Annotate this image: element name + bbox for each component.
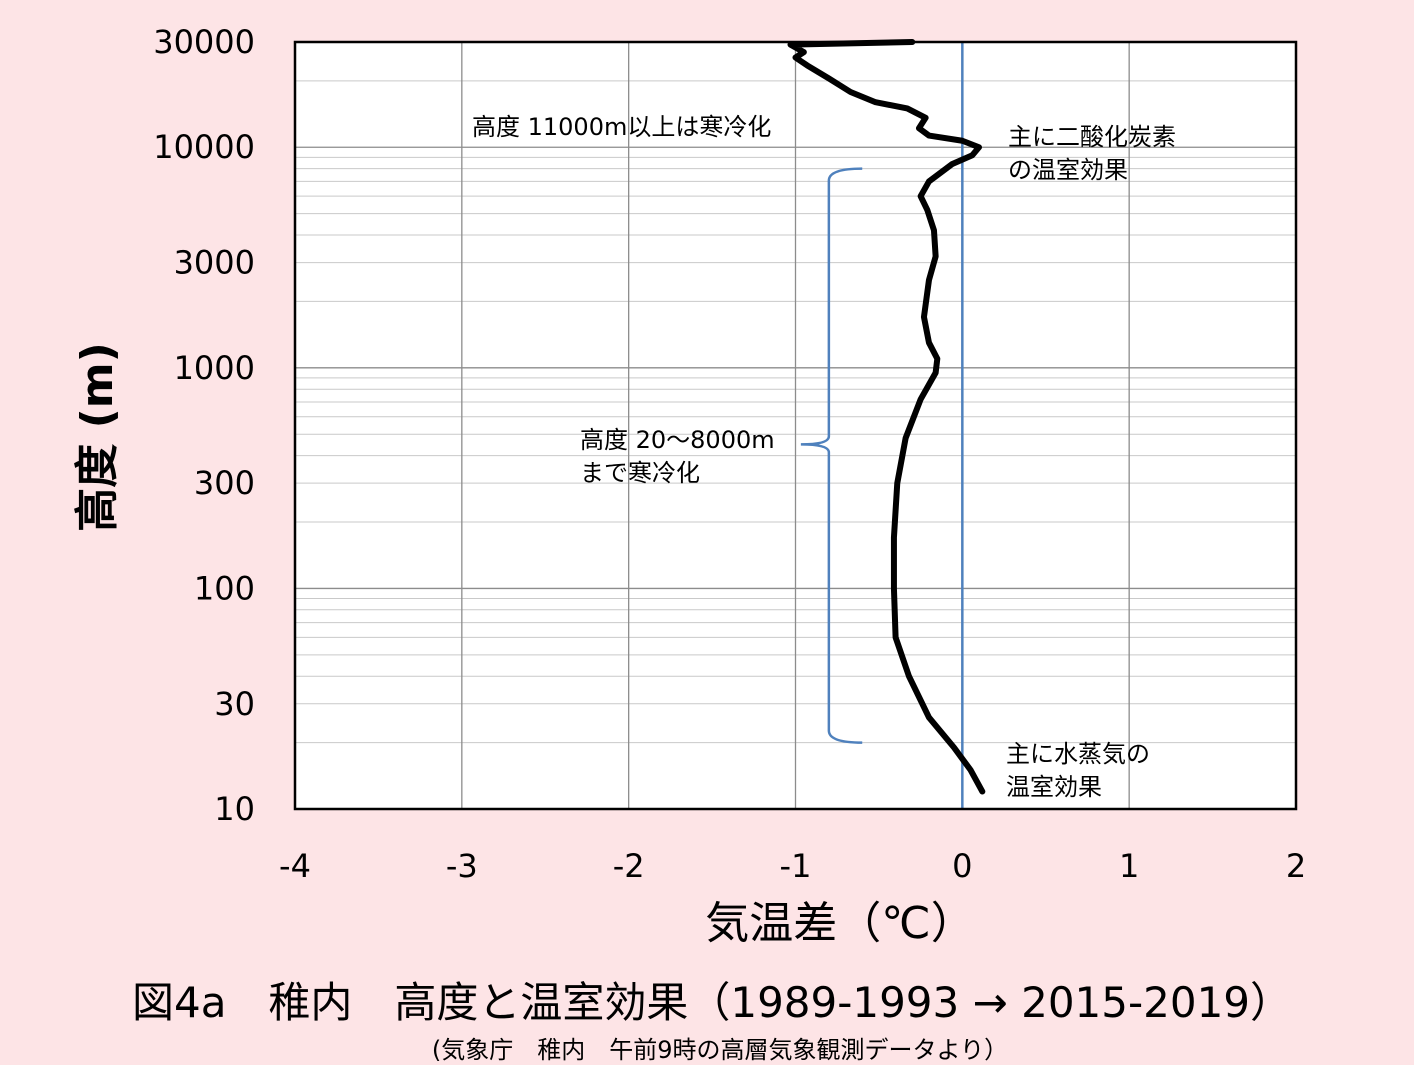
x-tick-label: -2	[613, 847, 645, 885]
annotation-co2-line2: の温室効果	[1008, 156, 1128, 184]
y-tick-label: 10000	[153, 128, 255, 166]
y-axis-label: 高度 (m)	[72, 342, 123, 531]
plot-frame	[293, 40, 1298, 811]
y-tick-label: 1000	[174, 349, 255, 387]
annotation-lower-cooling-line1: 高度 20〜8000m	[580, 426, 775, 454]
annotation-upper-cooling: 高度 11000m以上は寒冷化	[472, 113, 771, 141]
x-tick-label: -4	[279, 847, 311, 885]
annotation-vapor-line1: 主に水蒸気の	[1006, 740, 1150, 768]
chart-subtitle: (気象庁 稚内 午前9時の高層気象観測データより）	[432, 1036, 1008, 1064]
y-tick-label: 30	[214, 685, 255, 723]
x-tick-label: -1	[780, 847, 812, 885]
y-tick-label: 100	[194, 569, 255, 607]
annotation-co2-line1: 主に二酸化炭素	[1008, 123, 1176, 151]
x-axis-label: 気温差（℃）	[705, 898, 974, 949]
x-tick-label: 1	[1119, 847, 1139, 885]
annotation-vapor-line2: 温室効果	[1006, 773, 1102, 801]
bracket-layer	[800, 167, 863, 744]
y-tick-label: 3000	[174, 244, 255, 282]
series-line	[787, 39, 986, 795]
y-tick-labels: 30000 10000 3000 1000 300 100 30 10	[153, 23, 255, 828]
x-tick-label: 0	[952, 847, 972, 885]
annotation-lower-cooling-line2: まで寒冷化	[580, 459, 700, 487]
series-layer	[787, 39, 986, 795]
y-tick-label: 10	[214, 790, 255, 828]
x-tick-label: -3	[446, 847, 478, 885]
altitude-bracket	[800, 167, 863, 744]
chart-title: 図4a 稚内 高度と温室効果（1989-1993 → 2015-2019）	[132, 978, 1292, 1027]
y-tick-label: 300	[194, 464, 255, 502]
y-tick-label: 30000	[153, 23, 255, 61]
x-tick-labels: -4 -3 -2 -1 0 1 2	[279, 847, 1306, 885]
x-tick-label: 2	[1286, 847, 1306, 885]
